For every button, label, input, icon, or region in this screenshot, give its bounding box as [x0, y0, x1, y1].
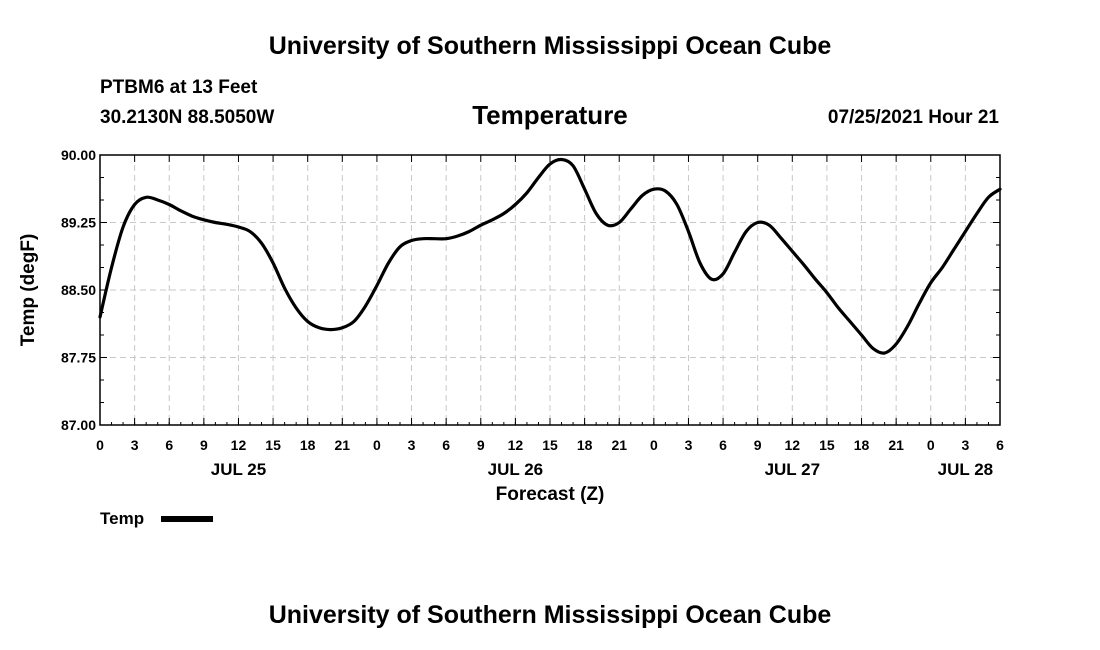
x-tick-label: 15 [265, 437, 281, 453]
axis-labels: 87.00 87.75 88.50 89.25 90.00 0 3 6 9 12 15 18 21 0 3 6… [61, 147, 1004, 479]
x-tick-label: 12 [508, 437, 524, 453]
x-tick-label: 6 [442, 437, 450, 453]
x-tick-label: 18 [300, 437, 316, 453]
x-tick-label: 3 [961, 437, 969, 453]
x-tick-label: 21 [888, 437, 904, 453]
legend-label: Temp [100, 509, 145, 528]
y-tick-label: 89.25 [61, 215, 96, 231]
y-tick-label: 88.50 [61, 282, 96, 298]
x-axis-title: Forecast (Z) [496, 484, 605, 505]
x-tick-label: 0 [373, 437, 381, 453]
y-tick-label: 87.75 [61, 350, 96, 366]
x-tick-label: 3 [131, 437, 139, 453]
x-tick-label: 21 [611, 437, 627, 453]
x-tick-label: 18 [854, 437, 870, 453]
date-label: JUL 27 [765, 460, 820, 479]
date-label: JUL 26 [488, 460, 543, 479]
station-label: PTBM6 at 13 Feet [100, 77, 258, 98]
y-axis-title: Temp (degF) [18, 234, 39, 347]
station-coordinates: 30.2130N 88.5050W [100, 107, 275, 128]
x-tick-label: 15 [542, 437, 558, 453]
x-tick-label: 9 [754, 437, 762, 453]
x-tick-label: 9 [477, 437, 485, 453]
date-label: JUL 25 [211, 460, 266, 479]
x-tick-label: 6 [165, 437, 173, 453]
x-tick-label: 0 [96, 437, 104, 453]
x-tick-label: 9 [200, 437, 208, 453]
tick-marks [99, 154, 1001, 426]
x-tick-label: 6 [996, 437, 1004, 453]
y-tick-label: 90.00 [61, 147, 96, 163]
chart-title: Temperature [472, 100, 628, 130]
header-title: University of Southern Mississippi Ocean… [268, 32, 832, 60]
x-tick-label: 0 [650, 437, 658, 453]
grid-lines [100, 155, 1000, 425]
x-tick-label: 3 [685, 437, 693, 453]
y-tick-label: 87.00 [61, 417, 96, 433]
x-tick-label: 12 [785, 437, 801, 453]
forecast-timestamp: 07/25/2021 Hour 21 [827, 107, 999, 128]
series-line-temp [98, 157, 1002, 355]
date-label: JUL 28 [938, 460, 993, 479]
x-tick-label: 3 [408, 437, 416, 453]
x-tick-label: 21 [335, 437, 351, 453]
x-tick-label: 15 [819, 437, 835, 453]
footer-title: University of Southern Mississippi Ocean… [268, 601, 832, 629]
x-tick-label: 12 [231, 437, 247, 453]
x-tick-label: 18 [577, 437, 593, 453]
legend-line-swatch [161, 516, 213, 522]
x-tick-label: 6 [719, 437, 727, 453]
x-tick-label: 0 [927, 437, 935, 453]
